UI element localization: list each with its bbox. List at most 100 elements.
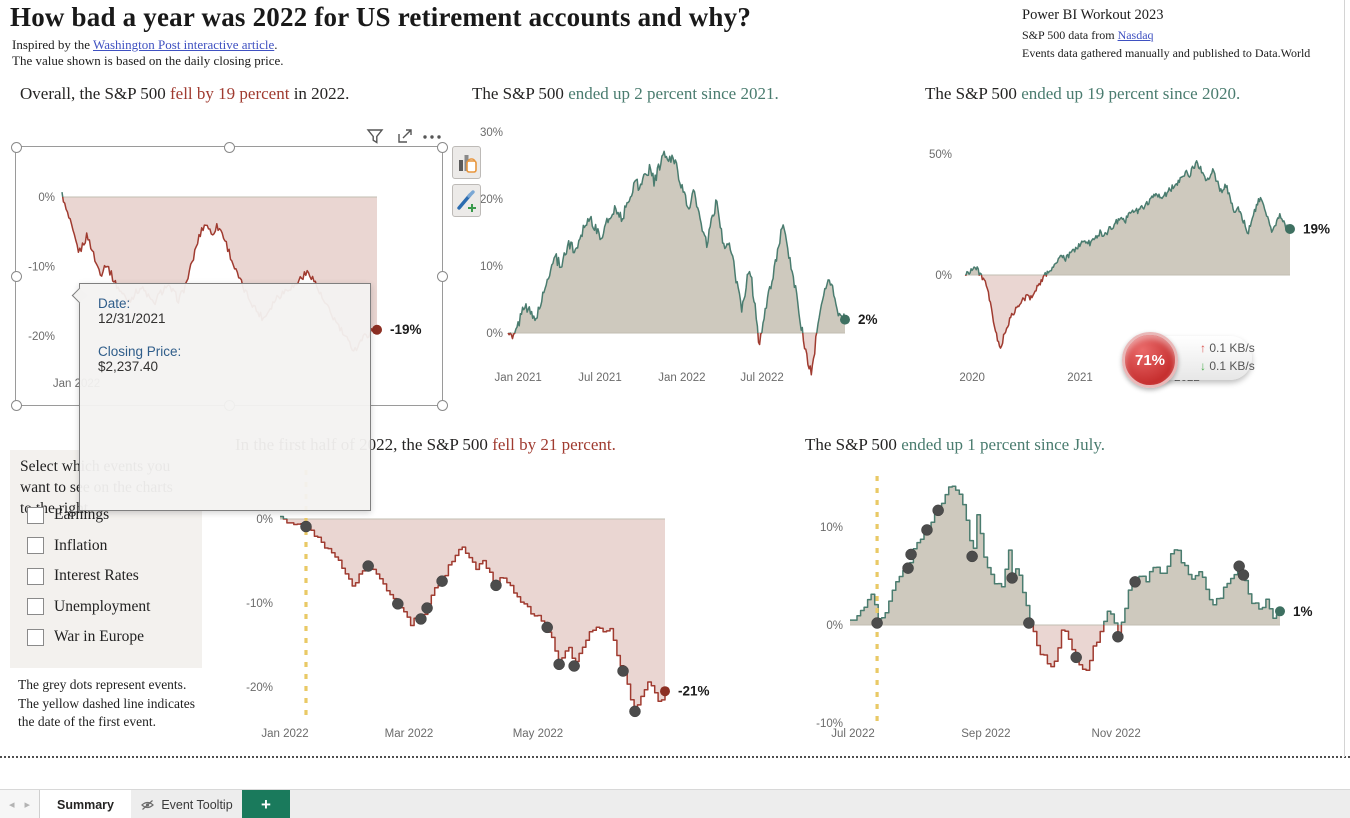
chart4-xtick: May 2022 bbox=[513, 728, 564, 740]
chart4-end-label: -21% bbox=[678, 684, 710, 699]
chart4-plot[interactable]: -21% 0% -10% -20% Jan 2022 Mar 2022 May 2022 bbox=[225, 460, 727, 752]
chart4-event-dot[interactable] bbox=[541, 621, 553, 634]
add-page-button[interactable]: + bbox=[242, 790, 290, 818]
next-page-arrow-icon[interactable]: ▸ bbox=[24, 799, 31, 811]
chart3-ytick: 50% bbox=[929, 149, 952, 161]
chart1-title: Overall, the S&P 500 fell by 19 percent … bbox=[20, 84, 349, 104]
chart5-event-dot[interactable] bbox=[1112, 631, 1124, 643]
tooltip-price-value: $2,237.40 bbox=[98, 359, 159, 374]
more-options-icon[interactable] bbox=[422, 133, 442, 141]
filter-icon[interactable] bbox=[366, 127, 384, 145]
chart1-title-part: in 2022. bbox=[289, 84, 350, 103]
chart5-event-dot[interactable] bbox=[905, 548, 917, 561]
credits-line2: S&P 500 data from Nasdaq bbox=[1022, 28, 1154, 42]
subtitle-prefix: Inspired by the bbox=[12, 37, 93, 52]
chart4-xtick: Mar 2022 bbox=[385, 728, 434, 740]
chart4-event-dot[interactable] bbox=[415, 613, 427, 625]
chart5-event-dot[interactable] bbox=[1006, 572, 1018, 584]
chart4-event-dot[interactable] bbox=[436, 575, 448, 587]
chart1-ytick: 0% bbox=[38, 192, 55, 204]
chart5-event-dot[interactable] bbox=[1129, 576, 1141, 588]
tab-event-tooltip[interactable]: Event Tooltip bbox=[131, 790, 242, 818]
chart4-xtick: Jan 2022 bbox=[261, 728, 308, 740]
chart5-event-dot[interactable] bbox=[871, 617, 883, 629]
chart5-event-dot[interactable] bbox=[1070, 651, 1082, 664]
chart5-end-label: 1% bbox=[1293, 604, 1313, 619]
chart5-event-dot[interactable] bbox=[1237, 569, 1250, 581]
chart3-end-dot[interactable] bbox=[1285, 224, 1295, 235]
chart5-title-part: ended up 1 percent since July. bbox=[901, 435, 1105, 454]
format-brush-icon bbox=[456, 189, 476, 212]
tab-summary[interactable]: Summary bbox=[40, 790, 131, 818]
chart4-event-dot[interactable] bbox=[617, 665, 629, 677]
chart2-xtick: Jan 2021 bbox=[494, 372, 541, 384]
page-tab-bar: ◂ ▸ Summary Event Tooltip + bbox=[0, 789, 1350, 818]
tooltip-date-label: Date: bbox=[98, 296, 131, 311]
chart4-event-dot[interactable] bbox=[553, 658, 565, 671]
chart4-ytick: 0% bbox=[256, 514, 273, 526]
chart5-end-dot[interactable] bbox=[1275, 606, 1285, 617]
checkbox-box[interactable] bbox=[27, 567, 44, 585]
checkbox-inflation[interactable]: Inflation bbox=[27, 537, 107, 555]
checkbox-label: Unemployment bbox=[54, 597, 151, 615]
chart2-end-dot[interactable] bbox=[840, 314, 850, 325]
visualizations-pane-button[interactable] bbox=[452, 146, 481, 179]
chart4-event-dot[interactable] bbox=[421, 602, 433, 614]
chart5-plot[interactable]: 1% 10% 0% -10%Jul 2022 Sep 2022 Nov 2022 bbox=[795, 460, 1350, 752]
chart5-xtick: Nov 2022 bbox=[1092, 728, 1141, 740]
credits-line1: Power BI Workout 2023 bbox=[1022, 7, 1164, 23]
chart5-title-part: The S&P 500 bbox=[805, 435, 902, 454]
chart5-event-dot[interactable] bbox=[902, 562, 914, 574]
checkbox-box[interactable] bbox=[27, 537, 44, 554]
tab-nav-arrows[interactable]: ◂ ▸ bbox=[0, 790, 39, 818]
chart5-ytick: 10% bbox=[820, 522, 843, 534]
download-speed: ↓ 0.1 KB/s bbox=[1200, 359, 1255, 373]
chart3-ytick: 0% bbox=[935, 270, 952, 282]
hidden-eye-icon bbox=[141, 799, 155, 810]
tooltip-price-label: Closing Price: bbox=[98, 344, 182, 359]
chart2-ytick: 0% bbox=[486, 328, 503, 340]
chart4-event-dot[interactable] bbox=[568, 660, 580, 672]
chart5-event-dot[interactable] bbox=[966, 550, 978, 563]
tooltip-date-value: 12/31/2021 bbox=[98, 311, 166, 326]
chart4-event-dot[interactable] bbox=[300, 520, 312, 533]
chart1-ytick: -20% bbox=[28, 331, 55, 343]
washington-post-link[interactable]: Washington Post interactive article bbox=[93, 37, 275, 52]
chart2-plot[interactable]: 2% 30% 20% 10% 0% Jan 2021 Jul 2021 Jan 2022 Jul… bbox=[460, 100, 892, 392]
chart2-ytick: 10% bbox=[480, 261, 503, 273]
chart4-event-dot[interactable] bbox=[490, 579, 502, 592]
chart5-xtick: Jul 2022 bbox=[831, 728, 874, 740]
checkbox-box[interactable] bbox=[27, 598, 44, 615]
tab-divider bbox=[39, 790, 40, 818]
chart4-title-part: fell by 21 percent. bbox=[492, 435, 616, 454]
chart1-end-dot[interactable] bbox=[372, 324, 382, 335]
chart4-event-dot[interactable] bbox=[629, 705, 641, 718]
checkbox-box[interactable] bbox=[27, 628, 44, 646]
prev-page-arrow-icon[interactable]: ◂ bbox=[8, 799, 15, 811]
chart5-ytick: 0% bbox=[826, 620, 843, 632]
chart4-end-dot[interactable] bbox=[660, 686, 670, 697]
chart2-end-label: 2% bbox=[858, 312, 878, 327]
chart5-event-dot[interactable] bbox=[1023, 617, 1035, 629]
checkbox-label: Inflation bbox=[54, 536, 108, 554]
chart5-title: The S&P 500 ended up 1 percent since Jul… bbox=[805, 435, 1105, 455]
chart5-event-dot[interactable] bbox=[932, 504, 944, 517]
checkbox-war-in-europe[interactable]: War in Europe bbox=[27, 628, 144, 646]
focus-mode-icon[interactable] bbox=[397, 128, 413, 144]
subtitle-line2: The value shown is based on the daily cl… bbox=[12, 53, 284, 68]
credits-line3: Events data gathered manually and publis… bbox=[1022, 46, 1311, 60]
page-boundary-dotted-line bbox=[0, 756, 1350, 758]
nasdaq-link[interactable]: Nasdaq bbox=[1117, 28, 1154, 42]
chart3-title: The S&P 500 ended up 19 percent since 20… bbox=[925, 84, 1240, 104]
checkbox-box[interactable] bbox=[27, 506, 44, 524]
chart5-event-dot[interactable] bbox=[921, 524, 933, 536]
format-pane-button[interactable] bbox=[452, 184, 481, 217]
checkbox-unemployment[interactable]: Unemployment bbox=[27, 598, 150, 616]
chart4-ytick: -20% bbox=[246, 682, 273, 694]
chart2-title-part: ended up 2 percent since 2021. bbox=[568, 84, 779, 103]
chart4-event-dot[interactable] bbox=[392, 598, 404, 610]
chart2-xtick: Jan 2022 bbox=[658, 372, 705, 384]
checkbox-interest-rates[interactable]: Interest Rates bbox=[27, 567, 139, 585]
chart4-event-dot[interactable] bbox=[362, 560, 374, 572]
subtitle-suffix: . bbox=[274, 37, 278, 52]
